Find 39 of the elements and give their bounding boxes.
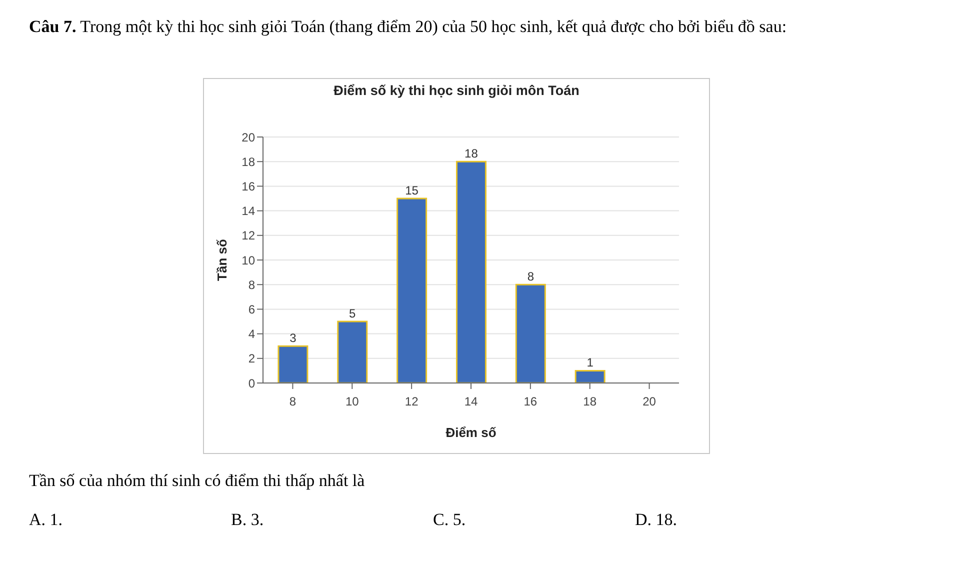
bar [574,370,606,383]
data-label: 8 [527,270,534,284]
y-tick-label: 16 [242,179,256,194]
x-tick-label: 10 [345,394,360,409]
text: Tần số của nhóm thí sinh có điểm thi thấp nhất là [29,471,365,491]
text: C. 5. [433,510,466,530]
y-tick-label: 18 [242,154,256,169]
x-axis-title: Điểm số [446,425,496,440]
data-label: 5 [349,306,356,320]
y-tick-label: 10 [242,253,256,268]
data-label: 1 [586,356,594,370]
bar [515,284,546,383]
data-label: 3 [290,331,297,346]
text: B. 3. [231,510,264,530]
x-tick-label: 14 [464,394,478,409]
y-tick-label: 12 [242,228,256,243]
data-label: 18 [464,146,478,161]
bar [278,345,308,383]
x-tick-label: 8 [289,394,296,409]
y-tick-label: 0 [248,376,256,390]
data-label: 15 [405,184,419,198]
text: Câu 7. Trong một kỳ thi học sinh giỏi Toán (thang điểm 20) của 50 học sinh, kết quả được cho bởi biểu đồ sau: [29,17,787,36]
text: D. 18. [635,510,678,530]
y-axis-title: Tần số [214,239,230,281]
bar [337,320,368,383]
chart-title: Điểm số kỳ thi học sinh giỏi môn Toán [332,83,580,98]
x-tick-label: 16 [524,394,538,409]
y-tick-label: 2 [248,352,256,366]
y-tick-label: 14 [242,204,256,218]
y-tick-label: 20 [242,130,256,144]
bar [396,198,428,383]
bar [456,160,486,383]
y-tick-label: 4 [248,327,256,342]
x-tick-label: 18 [583,394,597,409]
y-tick-label: 6 [248,302,256,316]
x-tick-label: 12 [404,394,419,409]
y-tick-label: 8 [248,278,256,292]
text: A. 1. [29,510,63,530]
x-tick-label: 20 [642,394,656,409]
